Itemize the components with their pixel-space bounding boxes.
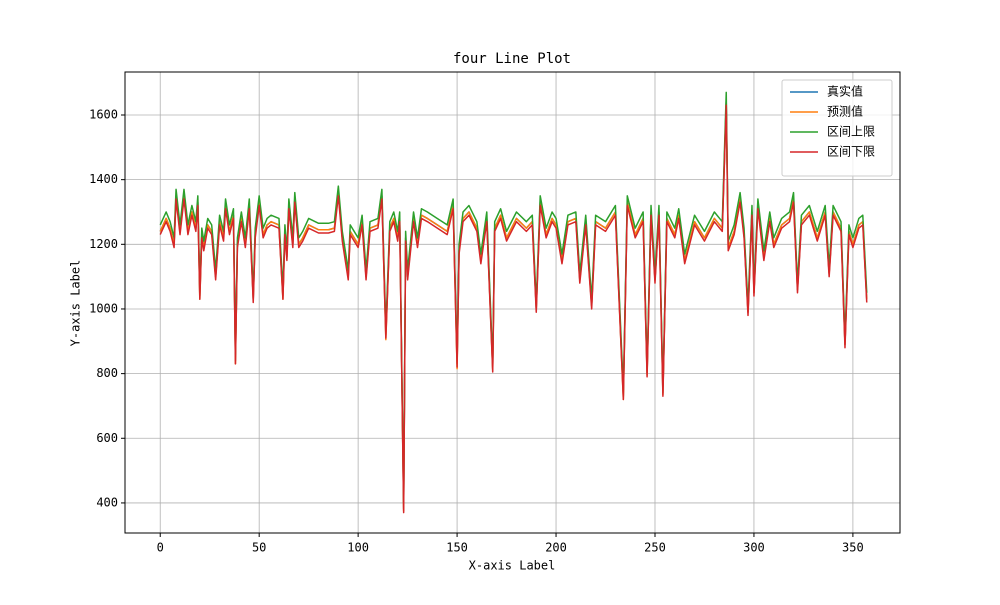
- x-tick-label: 100: [347, 541, 369, 555]
- legend-label: 区间上限: [827, 125, 875, 139]
- legend-label: 区间下限: [827, 145, 875, 159]
- x-tick-label: 0: [157, 541, 164, 555]
- plot-frame: [124, 71, 901, 534]
- data-line: [159, 104, 868, 514]
- y-tick-label: 1600: [89, 107, 118, 121]
- y-tick-label: 800: [96, 366, 118, 380]
- x-tick-label: 300: [743, 541, 765, 555]
- x-tick-label: 50: [252, 541, 266, 555]
- y-tick-label: 1200: [89, 237, 118, 251]
- x-tick-label: 200: [545, 541, 567, 555]
- x-tick-label: 250: [644, 541, 666, 555]
- y-tick-label: 400: [96, 495, 118, 509]
- legend-label: 真实值: [827, 84, 863, 99]
- data-line: [159, 91, 868, 504]
- legend-label: 预测值: [827, 104, 863, 119]
- x-tick-label: 150: [446, 541, 468, 555]
- x-tick-label: 350: [842, 541, 864, 555]
- x-axis-label: X-axis Label: [469, 559, 556, 573]
- y-tick-label: 1400: [89, 172, 118, 186]
- y-tick-label: 600: [96, 431, 118, 445]
- y-tick-label: 1000: [89, 301, 118, 315]
- chart-title: four Line Plot: [453, 51, 571, 67]
- y-axis-label: Y-axis Label: [69, 260, 83, 347]
